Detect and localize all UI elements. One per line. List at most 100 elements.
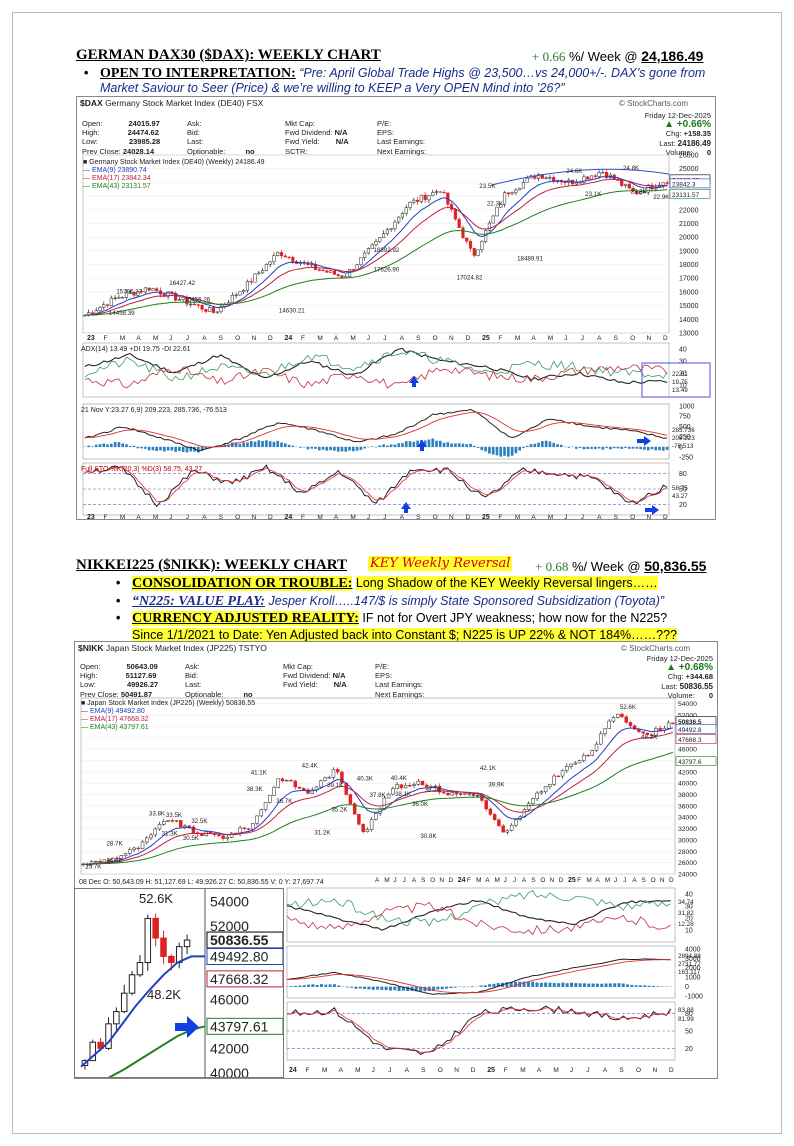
dax-xtick-bottom: A [597, 514, 602, 520]
nikk-xtick-bottom: O [636, 1067, 641, 1074]
page-frame [12, 12, 782, 1134]
dax-candle-body [204, 309, 208, 312]
dax-candle-body [461, 227, 465, 239]
dax-pct: ▲ +0.66% [664, 119, 711, 131]
nikk-macd-hist-bar [509, 982, 513, 987]
nikk-xtick-bottom: J [372, 1067, 375, 1074]
nikk-candle-body [365, 829, 370, 833]
nikk-ytick: 54000 [678, 701, 697, 708]
nikk-xtick-bottom: M [520, 1067, 525, 1074]
dax-candle-body [457, 218, 461, 229]
dax-open: 24015.97 [128, 119, 160, 128]
nikk-bullet-3-text: IF not for Overt JPY weakness; how now f… [362, 611, 668, 625]
nikk-macd-hist-bar [307, 984, 311, 987]
zoom-candle-body [113, 1011, 120, 1025]
nikk-ytick: 34000 [678, 815, 697, 822]
nikk-candle-body [229, 832, 234, 838]
dax-candle-body [518, 187, 522, 191]
dax-candle-body [140, 291, 144, 293]
nikk-xtick-bottom: D [471, 1067, 476, 1074]
nikk-candle-body [586, 755, 590, 757]
nikk-candle-body [607, 720, 611, 729]
dax-sto-label: Full STO %K(20,3) %D(3) 58.75, 43.27 [81, 466, 203, 473]
dax-macd-hist-bar [461, 443, 465, 448]
nikk-candle-body [505, 830, 510, 833]
nikk-candle-body [454, 792, 459, 795]
dax-candle-body [166, 291, 170, 297]
dax-adx-value: 19.75 [672, 379, 688, 386]
dax-candle-body [363, 252, 367, 258]
dax-price-annotation: 24.6K [566, 168, 583, 175]
dax-price-annotation: 22.3K [487, 201, 504, 208]
nikk-weekly-change: + 0.68 %/ Week @ 50,836.55 [535, 558, 706, 575]
zoom-candle-body [160, 937, 167, 957]
nikk-ytick: 46000 [678, 747, 697, 754]
nikk-high: 51127.69 [125, 671, 157, 681]
dax-macd-hist-bar [552, 442, 556, 448]
dax-macd-hist-bar [287, 444, 291, 448]
dax-macd-hist-bar [450, 443, 453, 448]
nikk-xtick: A [522, 877, 527, 884]
dax-candle-body [261, 270, 265, 274]
dax-candle-body [453, 209, 457, 220]
nikk-bullet-1: CONSOLIDATION OR TROUBLE: Long Shadow of… [116, 576, 658, 591]
nikk-xtick-bottom: 25 [487, 1067, 495, 1074]
dax-candle-body [597, 172, 601, 177]
dax-macd-hist-bar [533, 443, 537, 448]
nikk-price-annotation: 52.6K [620, 704, 637, 711]
nikk-candle-body [318, 780, 323, 788]
nikk-ytick: 36000 [678, 803, 697, 810]
dax-ytick: 19000 [679, 248, 699, 255]
dax-macd-hist-bar [140, 446, 143, 449]
nikk-adx-tick: 20 [685, 916, 693, 923]
zoom-tick: 40000 [210, 1065, 249, 1078]
dax-xtick: J [186, 335, 189, 342]
dax-xtick: J [581, 335, 584, 342]
dax-macd-tick: 1000 [679, 404, 695, 411]
dax-xtick: M [120, 335, 125, 342]
nikk-xtick: F [467, 877, 471, 884]
nikk-candle-body [221, 835, 225, 839]
dax-price-annotation: 23.5K [479, 183, 496, 190]
dax-candle-body [272, 255, 276, 263]
dax-macd-hist-bar [196, 446, 200, 453]
nikk-candle-body [149, 834, 153, 839]
nikk-macd-hist-bar [544, 982, 548, 987]
nikk-xtick: D [559, 877, 564, 884]
dax-macd-hist-bar [541, 441, 544, 448]
nikk-xtick-bottom: N [454, 1067, 459, 1074]
dax-macd-hist-bar [246, 442, 249, 448]
nikk-macd-hist-bar [548, 982, 552, 987]
nikk-macd-hist-bar [557, 983, 561, 987]
nikk-macd-hist-bar [626, 984, 630, 987]
dax-candle-body [211, 307, 216, 313]
dax-macd-hist-bar [242, 442, 246, 448]
nikk-macd-signal [286, 959, 671, 994]
dax-xtick: 23 [87, 335, 95, 342]
dax-adx-label: ADX(14) 13.49 +DI 19.75 -DI 22.61 [81, 346, 191, 353]
dax-macd-hist-bar [480, 446, 484, 451]
dax-candle-body [491, 215, 495, 224]
dax-xtick: M [317, 335, 322, 342]
dax-candle-body [132, 292, 136, 296]
nikk-legend: ■ Japan Stock Market Index (JP225) (Week… [81, 700, 255, 732]
nikk-xtick-bottom: O [438, 1067, 443, 1074]
nikk-candle-body [615, 713, 620, 718]
nikk-macd-hist-bar [315, 984, 319, 987]
nikk-xtick-bottom: A [603, 1067, 608, 1074]
nikk-last: 50836.55 [679, 681, 713, 691]
dax-candle-body [351, 268, 355, 271]
nikk-macd-hist-bar [513, 981, 517, 987]
nikk-xtick-bottom: J [586, 1067, 589, 1074]
dax-macd-hist-bar [121, 443, 125, 448]
nikk-xtick: S [641, 877, 646, 884]
nikk-optionable: no [243, 689, 253, 699]
nikk-sto-value: 81.99 [678, 1016, 694, 1023]
nikk-candle-body [106, 859, 111, 862]
dax-candle-body [431, 192, 435, 196]
dax-candle-body [400, 213, 405, 218]
nikk-candle-body [323, 777, 327, 781]
dax-macd-hist-bar [113, 441, 117, 448]
dax-candle-body [620, 180, 624, 186]
nikk-candle-body [178, 820, 183, 828]
